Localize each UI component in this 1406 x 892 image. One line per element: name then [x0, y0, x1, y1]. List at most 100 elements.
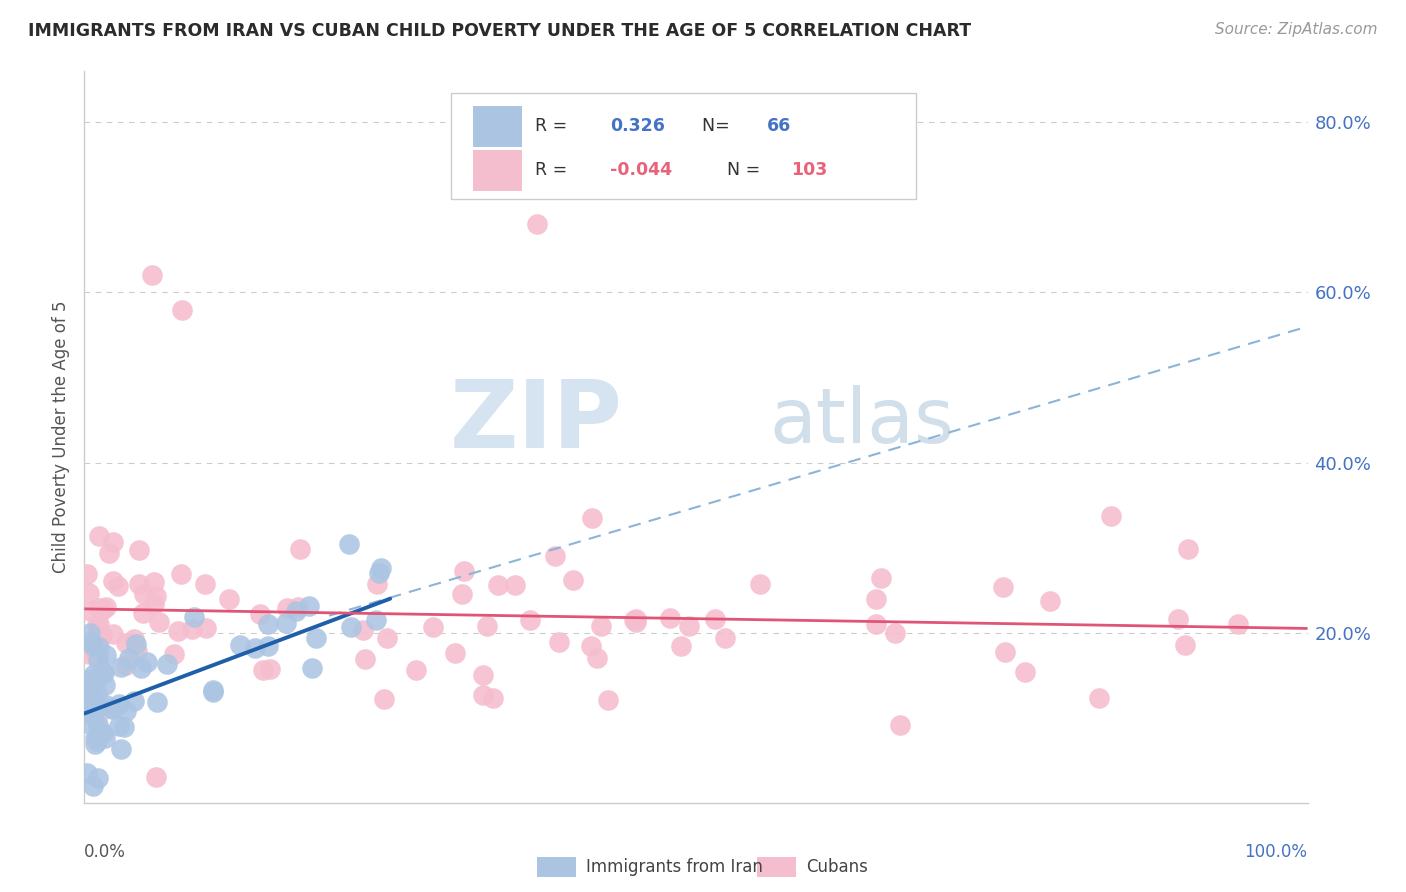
- Point: [889, 718, 911, 732]
- Point: [148, 615, 170, 629]
- Point: [90, 603, 112, 617]
- Point: [80, 695, 103, 709]
- Point: [84, 731, 107, 746]
- Point: [581, 511, 603, 525]
- Point: [748, 577, 770, 591]
- Point: [87, 647, 110, 661]
- Text: 103: 103: [792, 161, 828, 179]
- Point: [146, 695, 169, 709]
- Point: [79, 586, 101, 600]
- Point: [298, 599, 321, 614]
- Point: [79, 684, 101, 698]
- Point: [488, 578, 510, 592]
- Point: [115, 658, 138, 673]
- Point: [1177, 541, 1199, 556]
- Point: [91, 602, 114, 616]
- Text: atlas: atlas: [769, 385, 955, 459]
- Point: [79, 604, 101, 618]
- Text: Source: ZipAtlas.com: Source: ZipAtlas.com: [1215, 22, 1378, 37]
- Point: [444, 646, 467, 660]
- Point: [86, 628, 108, 642]
- Point: [100, 702, 122, 716]
- Point: [87, 771, 110, 785]
- Text: 0.326: 0.326: [610, 117, 665, 136]
- Point: [91, 726, 114, 740]
- Point: [870, 571, 893, 585]
- Text: 100.0%: 100.0%: [1244, 843, 1308, 861]
- Point: [132, 587, 155, 601]
- Point: [526, 218, 548, 232]
- Point: [596, 693, 619, 707]
- Point: [75, 695, 97, 709]
- Point: [167, 624, 190, 638]
- Point: [129, 661, 152, 675]
- Point: [1227, 616, 1250, 631]
- Point: [180, 623, 202, 637]
- Point: [77, 642, 100, 657]
- Point: [87, 617, 110, 632]
- Point: [91, 664, 114, 678]
- Point: [252, 663, 274, 677]
- Point: [77, 647, 100, 661]
- Point: [112, 720, 135, 734]
- Point: [370, 561, 392, 575]
- Point: [79, 626, 101, 640]
- Point: [122, 694, 145, 708]
- Point: [93, 678, 115, 692]
- Point: [87, 653, 110, 667]
- Point: [86, 687, 108, 701]
- Point: [287, 599, 309, 614]
- Point: [82, 639, 104, 653]
- Point: [1014, 665, 1036, 679]
- Point: [94, 731, 117, 746]
- Point: [83, 667, 105, 681]
- Point: [865, 592, 887, 607]
- Point: [183, 609, 205, 624]
- Point: [194, 621, 217, 635]
- Point: [108, 698, 131, 712]
- Point: [301, 661, 323, 675]
- Text: N=: N=: [702, 117, 735, 136]
- FancyBboxPatch shape: [474, 106, 522, 146]
- Point: [87, 718, 110, 732]
- Point: [87, 529, 110, 543]
- Point: [156, 657, 179, 671]
- Text: IMMIGRANTS FROM IRAN VS CUBAN CHILD POVERTY UNDER THE AGE OF 5 CORRELATION CHART: IMMIGRANTS FROM IRAN VS CUBAN CHILD POVE…: [28, 22, 972, 40]
- Point: [101, 574, 124, 588]
- Point: [471, 689, 494, 703]
- Point: [89, 600, 111, 615]
- Point: [79, 635, 101, 649]
- Point: [86, 711, 108, 725]
- Point: [172, 302, 194, 317]
- Point: [218, 591, 240, 606]
- Text: 66: 66: [766, 117, 792, 136]
- Point: [375, 631, 398, 645]
- Point: [115, 636, 138, 650]
- Point: [82, 709, 104, 723]
- Point: [994, 645, 1017, 659]
- Point: [276, 601, 298, 615]
- Point: [354, 652, 377, 666]
- Point: [94, 600, 117, 615]
- Point: [367, 566, 389, 580]
- Point: [340, 620, 363, 634]
- Point: [84, 674, 107, 689]
- Point: [93, 665, 115, 680]
- Point: [90, 667, 112, 681]
- Point: [373, 692, 395, 706]
- Point: [1174, 638, 1197, 652]
- Point: [101, 535, 124, 549]
- Point: [1088, 690, 1111, 705]
- Point: [76, 766, 98, 780]
- Point: [243, 640, 266, 655]
- Point: [86, 649, 108, 664]
- Point: [366, 577, 388, 591]
- Point: [884, 626, 907, 640]
- Point: [624, 615, 647, 629]
- Point: [110, 742, 132, 756]
- Text: -0.044: -0.044: [610, 161, 672, 179]
- Point: [623, 613, 645, 627]
- Point: [405, 664, 427, 678]
- Point: [117, 651, 139, 665]
- Point: [86, 733, 108, 747]
